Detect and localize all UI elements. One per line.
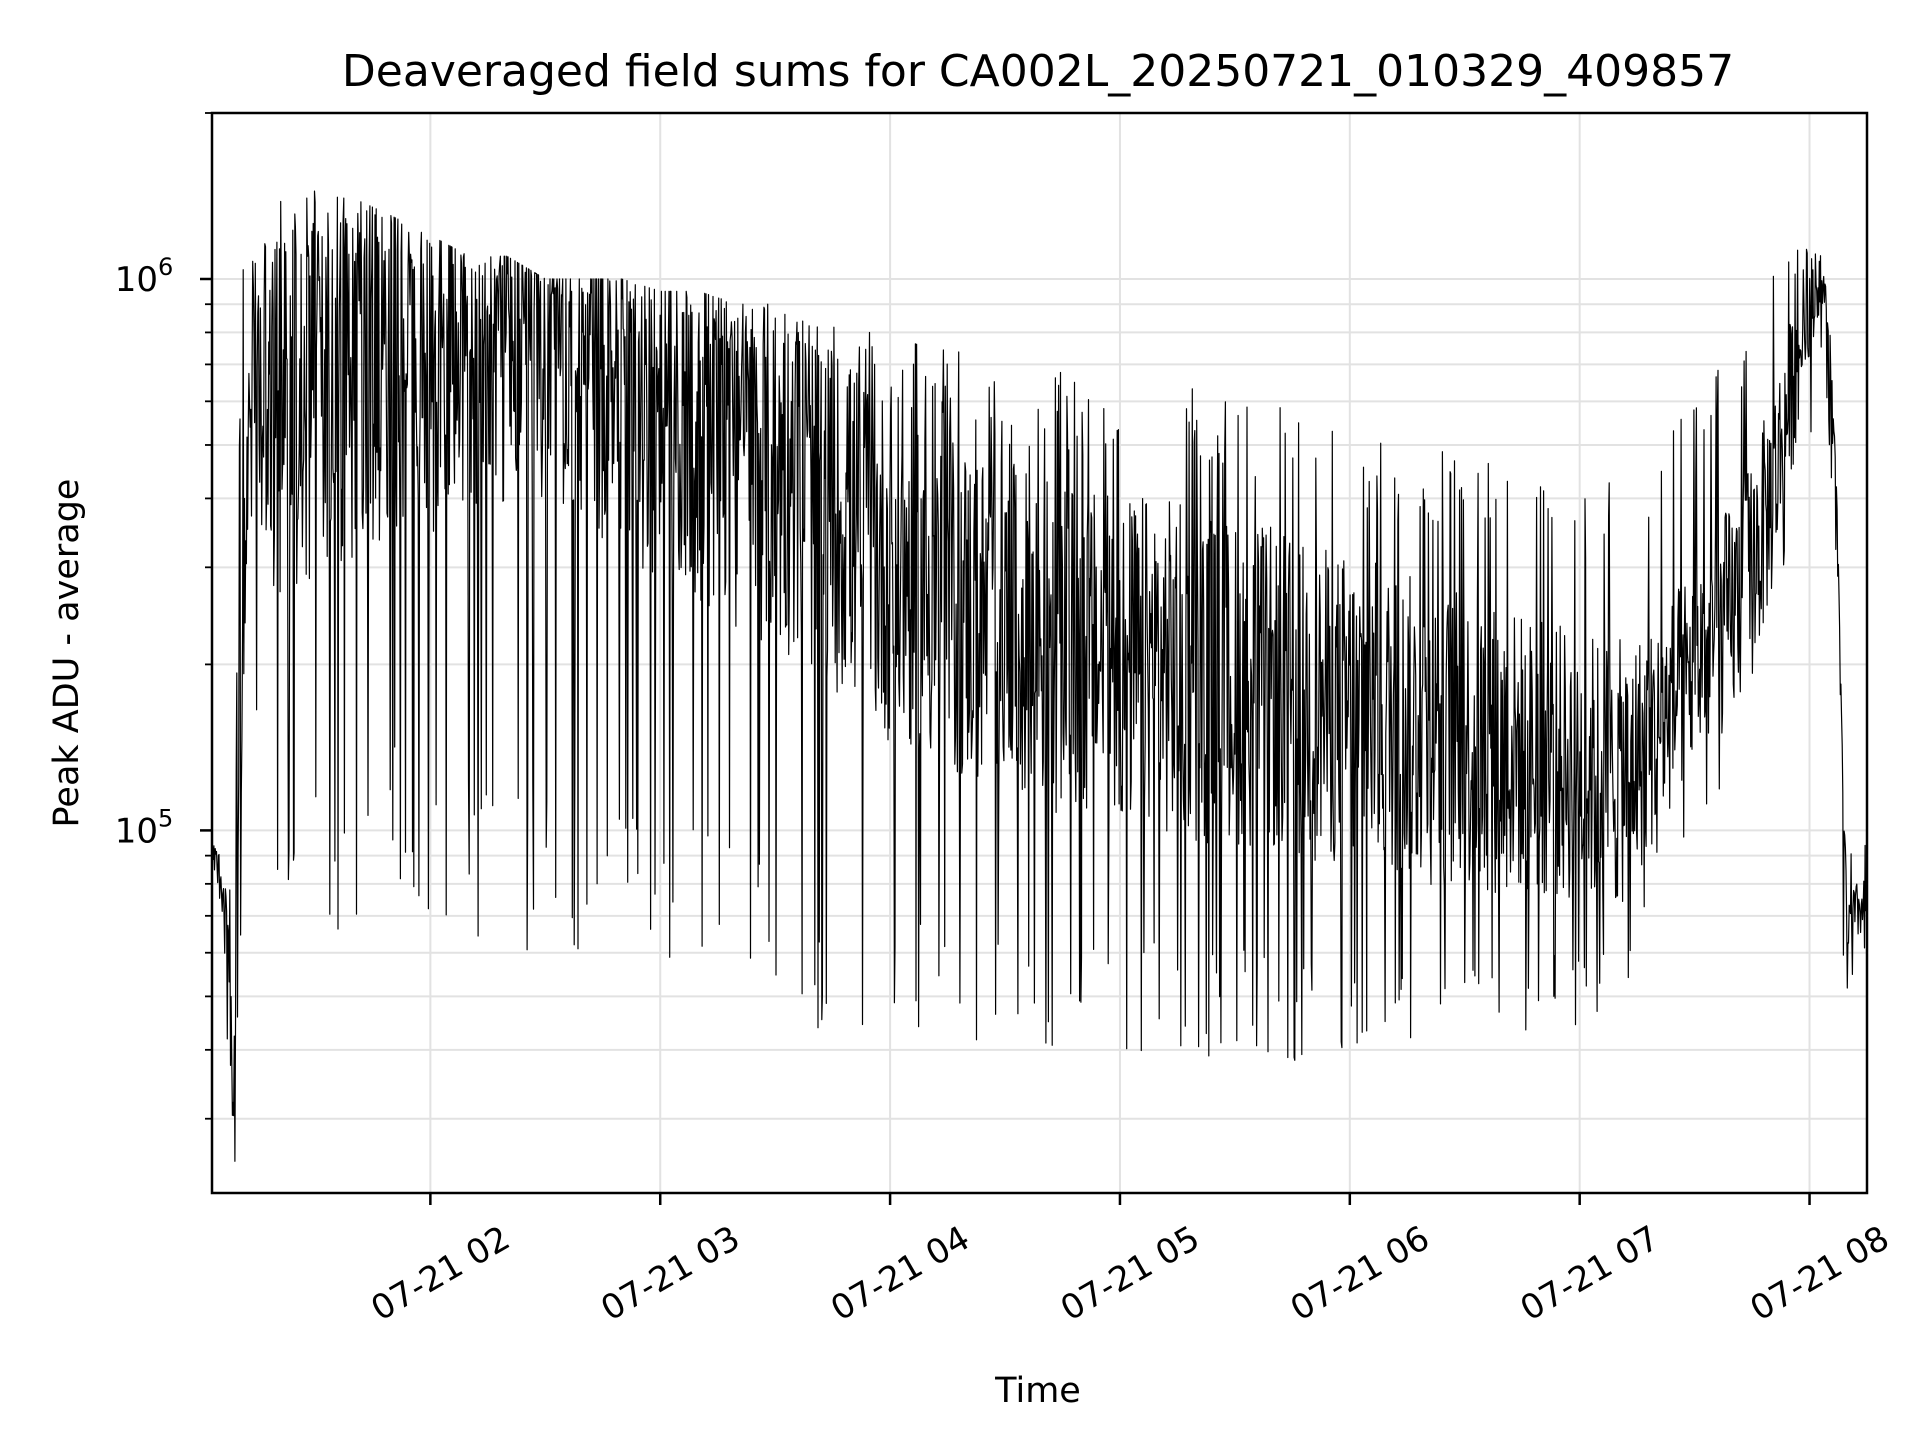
y-tick-label: 106 — [115, 253, 174, 300]
chart-title: Deaveraged field sums for CA002L_2025072… — [342, 46, 1734, 97]
horizontal-gridlines — [212, 112, 1867, 1120]
y-axis-label: Peak ADU - average — [47, 479, 87, 828]
series-line-path — [211, 190, 1868, 1162]
plot-frame — [210, 111, 1869, 1195]
y-tick-label: 105 — [115, 804, 174, 851]
series-line — [211, 190, 1868, 1162]
y-axis-ticks: 105 106 — [115, 112, 212, 1120]
x-axis-label: Time — [994, 1371, 1081, 1411]
